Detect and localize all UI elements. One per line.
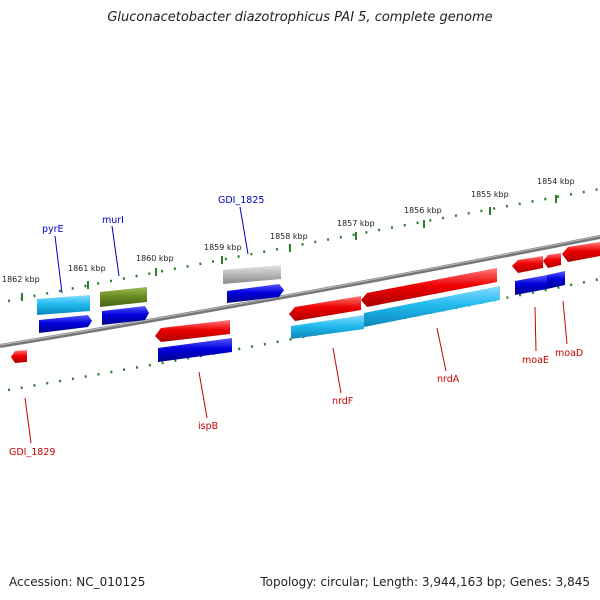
gene-moaE-cds[interactable]	[515, 275, 547, 295]
gene-moaD-arrow[interactable]	[543, 253, 561, 268]
gene-pyrE-arrow[interactable]	[37, 295, 90, 315]
ispB-leader	[198, 371, 208, 419]
gene-label-moaE[interactable]: moaE	[522, 355, 549, 366]
kbp-label: 1860 kbp	[136, 254, 174, 263]
nrdA-leader	[436, 327, 447, 372]
kbp-label: 1858 kbp	[270, 232, 308, 241]
gene-murI-cds[interactable]	[102, 306, 149, 325]
gene-nrdA-arrow[interactable]	[361, 268, 497, 307]
moaD-leader	[562, 300, 568, 345]
gdi1829-leader	[24, 397, 32, 444]
murI-leader	[111, 225, 120, 277]
gene-moaD-cds[interactable]	[547, 271, 565, 289]
gene-label-GDI_1829[interactable]: GDI_1829	[9, 447, 55, 458]
gene-label-moaD[interactable]: moaD	[555, 348, 583, 359]
gene-nrdA-cds[interactable]	[364, 286, 500, 327]
upper-tick-track	[7, 187, 600, 303]
gene-ispB-cds[interactable]	[158, 338, 232, 362]
genome-title: Gluconacetobacter diazotrophicus PAI 5, …	[107, 10, 493, 25]
gene-label-nrdF[interactable]: nrdF	[332, 396, 353, 407]
kbp-label: 1859 kbp	[204, 243, 242, 252]
gene-gdi1825-arrow[interactable]	[223, 265, 281, 284]
nrdF-leader	[332, 347, 342, 394]
kbp-label: 1862 kbp	[2, 275, 40, 284]
gene-label-murI[interactable]: murI	[102, 215, 124, 226]
gene-ispB-arrow[interactable]	[155, 320, 230, 342]
kbp-label: 1855 kbp	[471, 190, 509, 199]
gene-label-ispB[interactable]: ispB	[198, 421, 218, 432]
gene-nrdF-cds[interactable]	[291, 315, 364, 339]
pyrE-leader	[54, 235, 63, 294]
gene-gdi1829-arrow[interactable]	[11, 350, 27, 363]
gene-label-GDI_1825[interactable]: GDI_1825	[218, 195, 264, 206]
gene-label-nrdA[interactable]: nrdA	[437, 374, 460, 385]
kbp-label: 1857 kbp	[337, 219, 375, 228]
gene-murI-arrow[interactable]	[100, 287, 147, 307]
topology-label: Topology: circular; Length: 3,944,163 bp…	[260, 575, 590, 589]
moaE-leader	[534, 306, 537, 352]
kbp-label: 1854 kbp	[537, 177, 575, 186]
gene-pyrE-cds[interactable]	[39, 315, 92, 333]
kbp-label: 1861 kbp	[68, 264, 106, 273]
gdi1825-leader	[239, 206, 249, 255]
genome-backbone	[0, 235, 600, 348]
accession-label: Accession: NC_010125	[9, 575, 146, 589]
gene-label-pyrE[interactable]: pyrE	[42, 224, 64, 235]
gene-nrdF-arrow[interactable]	[289, 296, 361, 321]
gene-gdi1825-cds[interactable]	[227, 284, 284, 303]
major-ticks	[21, 195, 557, 301]
kbp-label: 1856 kbp	[404, 206, 442, 215]
gene-moaE-arrow[interactable]	[512, 256, 543, 273]
gene-right-edge-arrow[interactable]	[562, 242, 600, 262]
